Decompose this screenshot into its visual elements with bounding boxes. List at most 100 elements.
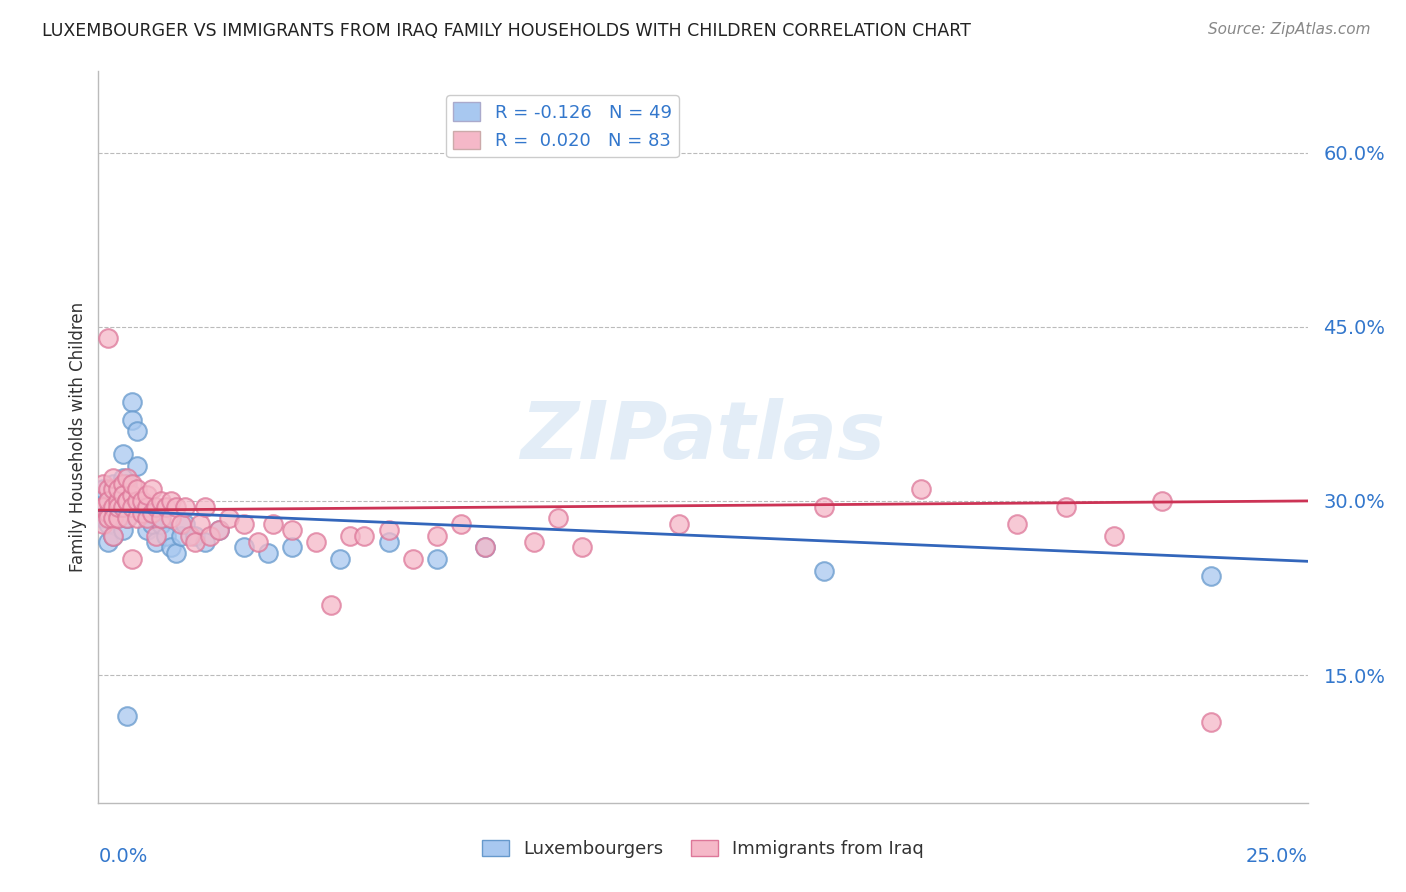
Point [184, 534, 207, 549]
Point [117, 494, 139, 508]
Point [101, 500, 124, 514]
Point [329, 552, 352, 566]
Point [111, 488, 134, 502]
Point [97, 511, 120, 525]
Point [127, 459, 149, 474]
Point [91, 500, 114, 514]
Legend: Luxembourgers, Immigrants from Iraq: Luxembourgers, Immigrants from Iraq [475, 832, 931, 865]
Point [1007, 517, 1029, 532]
Point [107, 511, 129, 525]
Point [101, 494, 124, 508]
Point [107, 483, 129, 497]
Point [111, 471, 134, 485]
Point [91, 511, 114, 525]
Text: 0.0%: 0.0% [98, 847, 148, 866]
Point [377, 534, 399, 549]
Point [135, 511, 157, 525]
Point [150, 494, 173, 508]
Point [165, 500, 187, 514]
Point [121, 552, 143, 566]
Point [160, 494, 183, 508]
Point [97, 534, 120, 549]
Point [155, 529, 177, 543]
Point [117, 511, 139, 525]
Point [402, 552, 425, 566]
Point [127, 424, 149, 438]
Point [91, 483, 114, 497]
Legend: R = -0.126   N = 49, R =  0.020   N = 83: R = -0.126 N = 49, R = 0.020 N = 83 [446, 95, 679, 157]
Point [117, 708, 139, 723]
Point [813, 500, 835, 514]
Point [1102, 529, 1125, 543]
Point [91, 517, 114, 532]
Point [1199, 714, 1222, 729]
Point [107, 494, 129, 508]
Point [160, 511, 183, 525]
Point [135, 500, 157, 514]
Point [339, 529, 361, 543]
Point [117, 494, 139, 508]
Point [150, 511, 173, 525]
Point [150, 517, 173, 532]
Point [97, 506, 120, 520]
Point [141, 517, 163, 532]
Point [1054, 500, 1077, 514]
Point [208, 523, 231, 537]
Point [194, 534, 217, 549]
Point [910, 483, 932, 497]
Point [107, 494, 129, 508]
Point [111, 448, 134, 462]
Point [101, 529, 124, 543]
Point [281, 541, 304, 555]
Point [135, 488, 157, 502]
Point [91, 500, 114, 514]
Point [107, 500, 129, 514]
Point [141, 506, 163, 520]
Point [319, 599, 342, 613]
Point [141, 483, 163, 497]
Point [135, 523, 157, 537]
Point [426, 529, 449, 543]
Point [111, 523, 134, 537]
Point [547, 511, 569, 525]
Point [111, 476, 134, 491]
Text: LUXEMBOURGER VS IMMIGRANTS FROM IRAQ FAMILY HOUSEHOLDS WITH CHILDREN CORRELATION: LUXEMBOURGER VS IMMIGRANTS FROM IRAQ FAM… [42, 22, 972, 40]
Point [256, 546, 278, 560]
Point [188, 517, 211, 532]
Point [127, 511, 149, 525]
Point [426, 552, 449, 566]
Point [174, 517, 197, 532]
Point [117, 476, 139, 491]
Y-axis label: Family Households with Children: Family Households with Children [69, 302, 87, 572]
Point [160, 541, 183, 555]
Point [169, 517, 191, 532]
Point [101, 511, 124, 525]
Point [135, 506, 157, 520]
Point [145, 500, 167, 514]
Point [101, 506, 124, 520]
Point [523, 534, 546, 549]
Point [127, 494, 149, 508]
Point [174, 500, 197, 514]
Point [121, 500, 143, 514]
Point [1199, 569, 1222, 583]
Point [97, 483, 120, 497]
Point [97, 494, 120, 508]
Point [184, 529, 207, 543]
Point [117, 494, 139, 508]
Point [121, 412, 143, 426]
Point [198, 529, 221, 543]
Point [97, 494, 120, 508]
Point [262, 517, 284, 532]
Point [218, 511, 240, 525]
Point [145, 529, 167, 543]
Point [107, 511, 129, 525]
Point [169, 529, 191, 543]
Point [232, 541, 254, 555]
Point [353, 529, 375, 543]
Text: Source: ZipAtlas.com: Source: ZipAtlas.com [1208, 22, 1371, 37]
Point [127, 483, 149, 497]
Text: ZIPatlas: ZIPatlas [520, 398, 886, 476]
Point [107, 500, 129, 514]
Point [131, 494, 153, 508]
